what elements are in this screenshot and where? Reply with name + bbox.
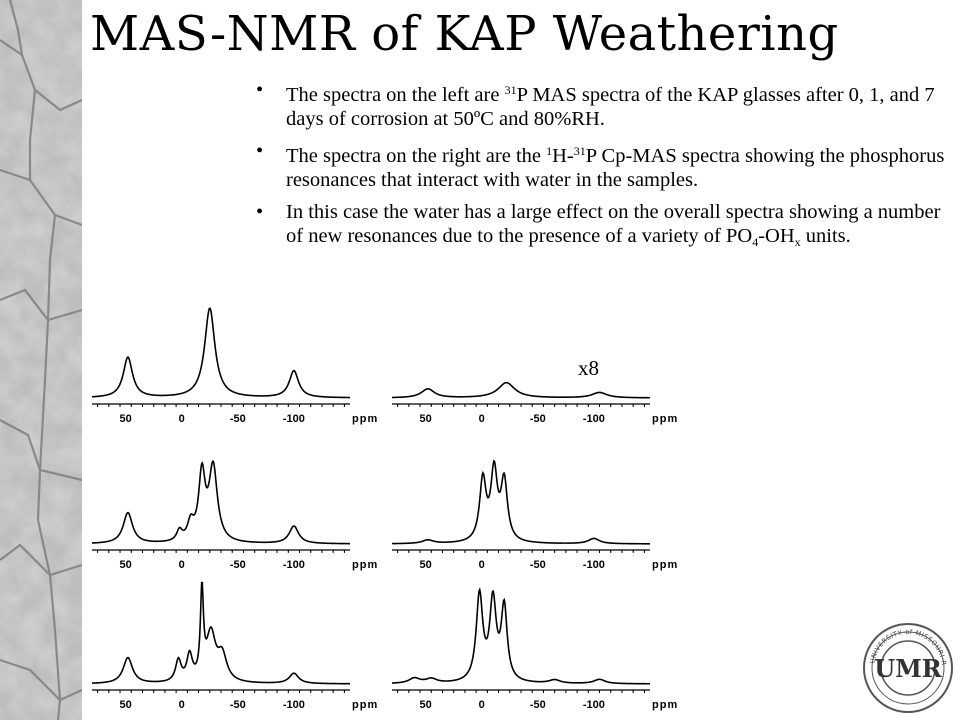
bullet-text: P Cp-MAS spectra showing the phosphorus …: [286, 145, 945, 191]
tick-label: -50: [530, 559, 546, 571]
bullet-item: • In this case the water has a large effe…: [256, 200, 956, 254]
spectrum-left-0-days: 50 0 -50 -100 ppm: [91, 307, 378, 425]
subscript-text: 4: [752, 235, 759, 249]
decorative-side-strip: [0, 0, 82, 720]
spectrum-trace: [391, 459, 650, 545]
tick-label: -50: [230, 559, 246, 571]
bullet-marker: •: [256, 79, 264, 101]
axis-unit-label: ppm: [352, 559, 378, 571]
bullet-text: P MAS spectra of the KAP glasses after 0…: [286, 84, 935, 130]
tick-label: -50: [230, 413, 246, 425]
tick-label: 50: [420, 699, 432, 711]
axis-unit-label: ppm: [652, 559, 678, 571]
tick-label: -50: [530, 699, 546, 711]
subscript-text: x: [794, 235, 801, 249]
tick-label: 0: [479, 699, 485, 711]
tick-label: 0: [179, 699, 185, 711]
tick-label: 0: [479, 559, 485, 571]
spectrum-trace: [91, 581, 350, 685]
superscript-text: 31: [573, 144, 586, 158]
tick-label: 0: [179, 559, 185, 571]
axis-unit-label: ppm: [652, 699, 678, 711]
spectrum-left-7-days: 50 0 -50 -100 ppm: [91, 581, 378, 711]
tick-label: -100: [583, 413, 605, 425]
tick-label: 0: [179, 413, 185, 425]
svg-text:UMR: UMR: [874, 654, 942, 683]
tick-label: 50: [420, 559, 432, 571]
bullet-list: • The spectra on the left are 31P MAS spe…: [256, 78, 956, 262]
axis-unit-label: ppm: [352, 413, 378, 425]
bullet-text: H-: [552, 145, 574, 167]
tick-label: 50: [420, 413, 432, 425]
tick-label: 50: [120, 413, 132, 425]
bullet-text: The spectra on the right are the: [286, 145, 547, 167]
bullet-text: In this case the water has a large effec…: [286, 201, 941, 247]
bullet-item: • The spectra on the left are 31P MAS spe…: [256, 78, 956, 131]
university-seal-logo: UNIVERSITY of MISSOURI-ROLLA UMR: [862, 622, 953, 713]
spectrum-right-0-days: 50 0 -50 -100 ppm: [391, 381, 678, 425]
tick-label: -100: [583, 559, 605, 571]
bullet-text: units.: [800, 225, 851, 247]
spectrum-trace: [391, 381, 651, 399]
axis-unit-label: ppm: [652, 413, 678, 425]
tick-label: 50: [120, 699, 132, 711]
tick-label: 50: [120, 559, 132, 571]
spectrum-left-1-day: 50 0 -50 -100 ppm: [91, 460, 378, 571]
tick-label: -100: [283, 699, 305, 711]
superscript-text: 31: [504, 83, 517, 97]
superscript-text: 1: [546, 144, 553, 158]
tick-label: -100: [583, 699, 605, 711]
scale-factor-label: x8: [578, 356, 599, 380]
spectrum-trace: [391, 587, 650, 685]
tick-label: 0: [479, 413, 485, 425]
tick-label: -100: [283, 413, 305, 425]
bullet-marker: •: [256, 201, 264, 223]
spectrum-right-1-day: 50 0 -50 -100 ppm: [391, 459, 678, 571]
bullet-text: -OH: [758, 225, 795, 247]
spectrum-trace: [91, 307, 351, 399]
bullet-item: • The spectra on the right are the 1H-31P…: [256, 139, 956, 192]
spectrum-trace: [91, 460, 350, 545]
tick-label: -100: [283, 559, 305, 571]
bullet-text: The spectra on the left are: [286, 84, 505, 106]
tick-label: -50: [530, 413, 546, 425]
axis-unit-label: ppm: [352, 699, 378, 711]
slide-title: MAS-NMR of KAP Weathering: [90, 6, 839, 62]
spectrum-right-7-days: 50 0 -50 -100 ppm: [391, 587, 678, 711]
bullet-marker: •: [256, 140, 264, 162]
tick-label: -50: [230, 699, 246, 711]
